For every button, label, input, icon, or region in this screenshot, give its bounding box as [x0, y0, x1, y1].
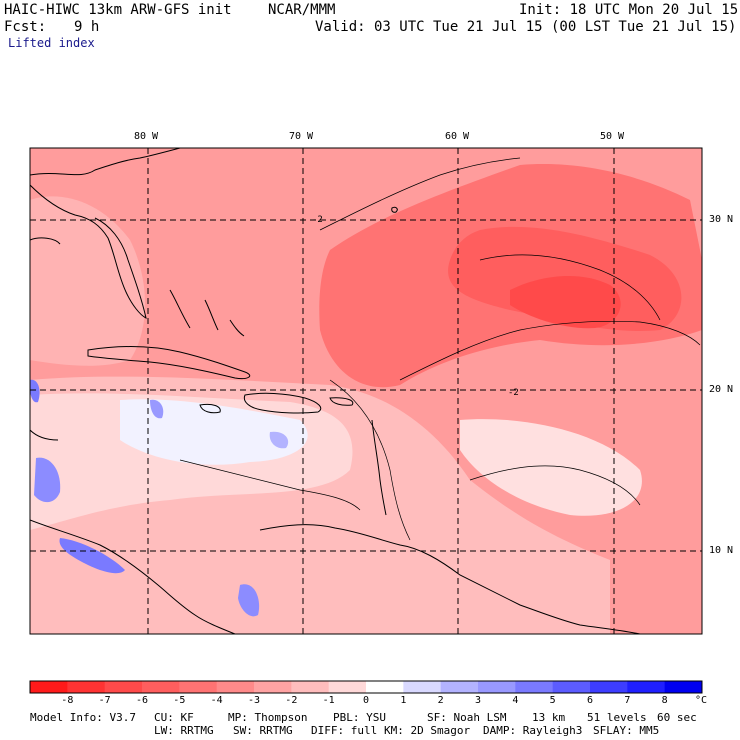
colorbar-cell	[179, 681, 218, 693]
colorbar-cell	[67, 681, 106, 693]
lon-label-60w: 60 W	[445, 131, 470, 142]
footer-pbl: PBL: YSU	[333, 711, 386, 724]
us-coastline	[30, 148, 181, 176]
footer-km: KM: 2D Smagor	[384, 724, 471, 737]
lat-label-30n: 30 N	[709, 214, 734, 225]
colorbar-cell	[552, 681, 591, 693]
field-positive-spot-6	[30, 379, 40, 403]
contour-line-3	[479, 254, 661, 321]
footer-levels: 51 levels	[587, 711, 647, 724]
footer-damp: DAMP: Rayleigh3	[483, 724, 583, 737]
footer-mp: MP: Thompson	[228, 711, 308, 724]
colorbar-tick-label: -6	[135, 695, 149, 706]
bermuda	[391, 206, 398, 213]
map-frame	[29, 147, 703, 635]
cuba-coastline	[87, 346, 251, 379]
field-core	[510, 275, 621, 329]
model-title: HAIC-HIWC 13km ARW-GFS init	[4, 2, 232, 18]
colorbar-cell	[142, 681, 180, 693]
colorbar-tick-label: 7	[624, 695, 631, 706]
bahamas-coastline	[169, 289, 245, 337]
field-positive-spot-2	[59, 538, 125, 574]
contour-line-4	[329, 379, 411, 541]
colorbar-tick-label: -3	[247, 695, 261, 706]
field-positive-spot-3	[238, 584, 260, 617]
colorbar-cell	[254, 681, 292, 693]
footer-sflay: SFLAY: MM5	[593, 724, 660, 737]
colorbar-tick-label: 5	[549, 695, 556, 706]
colorbar-tick-label: -2	[285, 695, 298, 706]
hispaniola-coastline	[243, 392, 322, 414]
lat-label-10n: 10 N	[709, 545, 734, 556]
field-positive-spot-1	[34, 457, 61, 503]
puerto-rico-coastline	[329, 397, 354, 406]
colorbar-unit: °C	[695, 695, 708, 706]
colorbar-cell	[403, 681, 442, 693]
colorbar-cell	[291, 681, 330, 693]
colorbar-cell	[328, 681, 367, 693]
colorbar-cell	[664, 681, 703, 693]
footer-diff: DIFF: full	[311, 724, 378, 737]
colorbar-tick-label: 1	[400, 695, 407, 706]
colorbar-cell	[440, 681, 479, 693]
lon-label-70w: 70 W	[289, 131, 314, 142]
yucatan-coastline	[30, 429, 59, 441]
colorbar-cell	[627, 681, 666, 693]
footer-timestep: 60 sec	[657, 711, 697, 724]
contour-line-5	[469, 465, 641, 506]
footer-model-info: Model Info: V3.7	[30, 711, 136, 724]
central-america-coastline	[30, 519, 236, 634]
colorbar-cell	[104, 681, 143, 693]
jamaica-coastline	[199, 403, 221, 414]
lon-label-80w: 80 W	[134, 131, 159, 142]
field-west-light	[30, 196, 145, 366]
contour-line-1	[319, 157, 521, 231]
field-positive-spot-5	[269, 431, 289, 449]
contour-label: -2	[508, 388, 519, 398]
lat-label-20n: 20 N	[709, 384, 734, 395]
colorbar-tick-label: -7	[98, 695, 111, 706]
field-white-patch	[120, 399, 308, 465]
colorbar-tick-label: 0	[362, 695, 370, 706]
contour-line-2	[399, 320, 701, 381]
field-white-patch-south	[460, 419, 642, 516]
gulf-coastline	[30, 237, 61, 245]
colorbar-cell	[590, 681, 628, 693]
colorbar-tick-label: 8	[661, 695, 668, 706]
colorbar-tick-label: -8	[61, 695, 74, 706]
valid-time: Valid: 03 UTC Tue 21 Jul 15 (00 LST Tue …	[315, 19, 737, 35]
colorbar-tick-label: -5	[173, 695, 186, 706]
colorbar-tick-label: -1	[322, 695, 335, 706]
colorbar-frame	[29, 680, 703, 694]
colorbar-cell	[478, 681, 516, 693]
field-name: Lifted index	[8, 36, 95, 50]
fcst-value: 9 h	[74, 19, 100, 35]
field-positive-spot-4	[150, 399, 164, 419]
lon-label-50w: 50 W	[600, 131, 625, 142]
colorbar-cell	[216, 681, 255, 693]
colorbar-tick-label: 4	[512, 695, 519, 706]
org-label: NCAR/MMM	[268, 2, 336, 18]
contour-label: -2	[312, 215, 323, 225]
footer-sw: SW: RRTMG	[233, 724, 293, 737]
colorbar-cell	[515, 681, 554, 693]
init-time: Init: 18 UTC Mon 20 Jul 15	[519, 2, 739, 18]
colorbar-tick-label: 6	[586, 695, 594, 706]
south-america-coastline	[259, 524, 641, 634]
colorbar-tick-label: -4	[210, 695, 223, 706]
colorbar-tick-label: 2	[437, 695, 444, 706]
contour-line-6	[179, 459, 361, 511]
fcst-label: Fcst:	[4, 19, 47, 35]
footer-sf: SF: Noah LSM	[427, 711, 507, 724]
florida-coastline	[30, 184, 147, 319]
colorbar-tick-label: 3	[474, 695, 482, 706]
colorbar-cell	[366, 681, 404, 693]
lesser-antilles	[371, 419, 387, 516]
footer-lw: LW: RRTMG	[154, 724, 214, 737]
colorbar	[29, 680, 703, 694]
footer-cu: CU: KF	[154, 711, 194, 724]
colorbar-cell	[30, 681, 68, 693]
footer-resolution: 13 km	[532, 711, 566, 724]
